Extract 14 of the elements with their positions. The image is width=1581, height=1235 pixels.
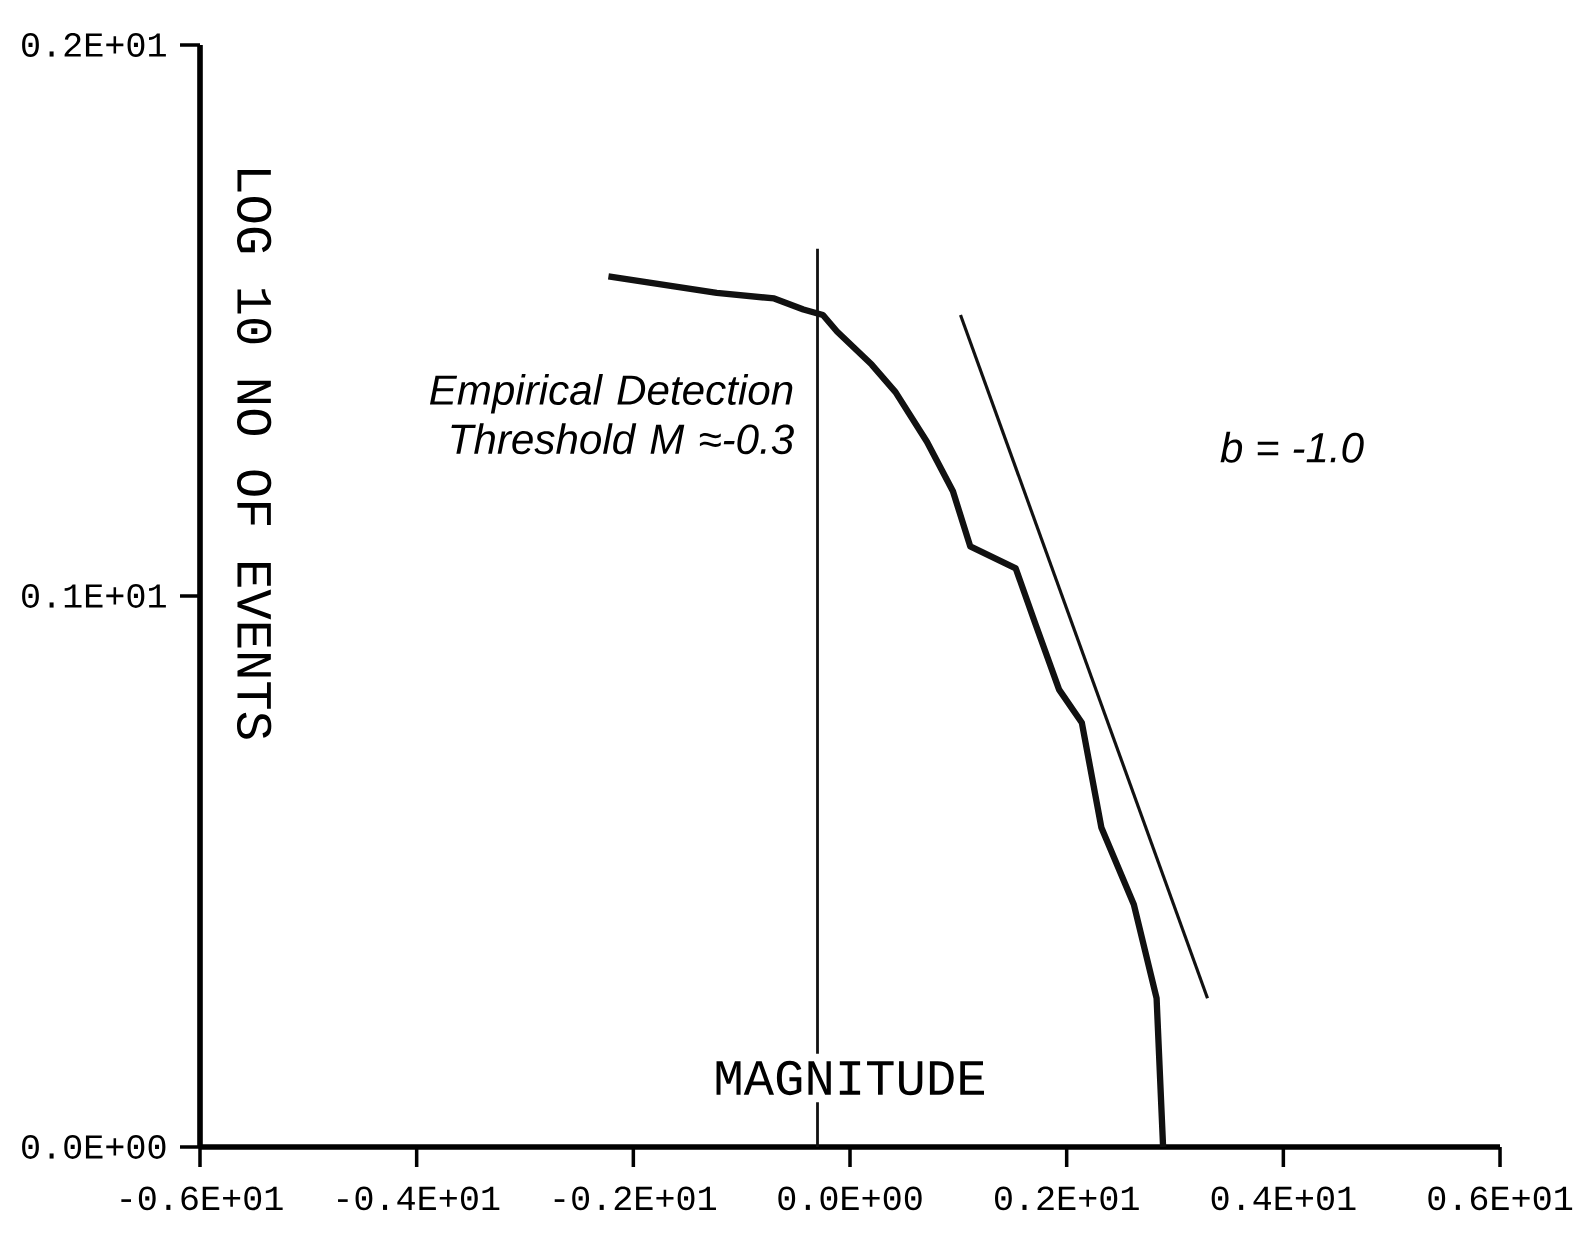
x-tick-label: 0.4E+01 bbox=[1211, 1186, 1356, 1211]
x-tick-label: -0.2E+01 bbox=[554, 1186, 716, 1211]
x-tick-label: 0.0E+00 bbox=[778, 1186, 922, 1211]
y-axis-title: LOG 10 NO OF EVENTS bbox=[236, 170, 272, 739]
x-axis-title: MAGNITUDE bbox=[716, 1060, 984, 1096]
y-tick-label: 0.0E+00 bbox=[22, 1135, 166, 1159]
y-tick-label: 0.1E+01 bbox=[22, 584, 166, 608]
ref-line-label: Empirical Detection Threshold M ≈-0.3 bbox=[429, 374, 794, 455]
y-tick-label: 0.2E+01 bbox=[22, 33, 166, 57]
x-tick-label: 0.6E+01 bbox=[1428, 1186, 1573, 1211]
x-tick-label: -0.4E+01 bbox=[338, 1186, 500, 1211]
annotation: b = -1.0 bbox=[1220, 431, 1364, 463]
x-tick-label: -0.6E+01 bbox=[121, 1186, 283, 1211]
x-tick-label: 0.2E+01 bbox=[995, 1186, 1139, 1211]
